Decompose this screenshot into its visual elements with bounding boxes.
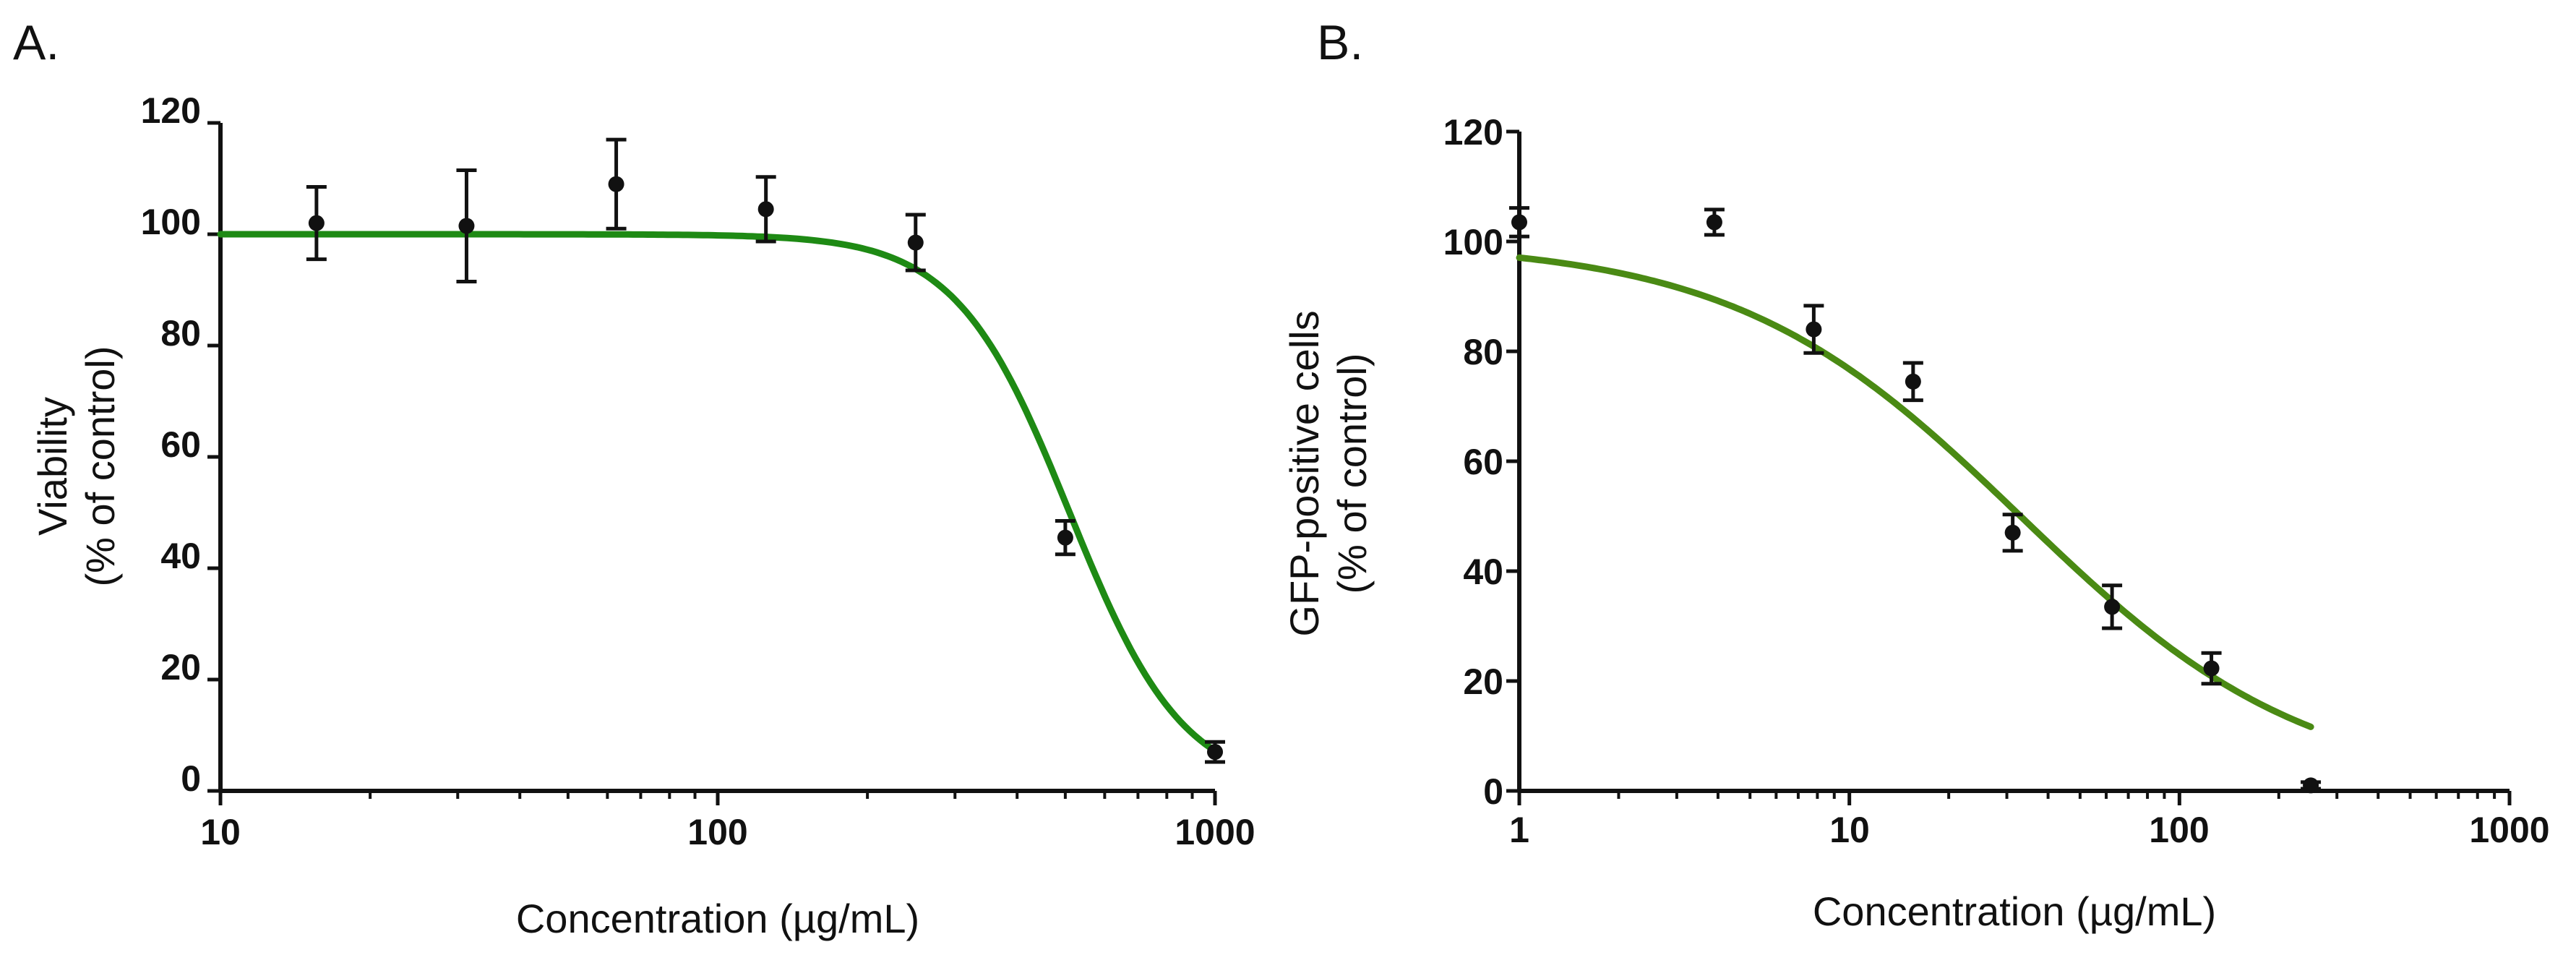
panel-a-y-axis-title-line-1: Viability [30,397,75,536]
panel-a-x-tick-label: 100 [687,812,747,852]
panel-b-data-point [2203,660,2220,677]
panel-a-y-axis-title: Viability (% of control) [30,346,123,587]
panel-b-y-tick-label: 60 [1463,442,1503,482]
panel-b-y-tick-label: 100 [1443,222,1503,262]
panel-b-fit-curve [1516,254,2314,730]
panel-a-data-point [458,218,475,234]
panel-b-letter: B. [1317,15,1363,70]
panel-b-y-tick-label: 80 [1463,332,1503,372]
panel-b-x-tick-label: 1000 [2469,810,2549,850]
panel-a-x-axis-title: Concentration (µg/mL) [516,896,919,941]
panel-a-y-tick-labels: 0 20 40 60 80 100 120 [141,90,201,799]
panel-b-y-tick-label: 40 [1463,552,1503,592]
panel-b-y-tick-labels: 0 20 40 60 80 100 120 [1443,112,1503,812]
panel-b-x-tick-label: 100 [2149,810,2209,850]
panel-a-data-point [1057,529,1073,546]
panel-a-x-tick-label: 1000 [1175,812,1255,852]
panel-a-y-tick-label: 40 [160,536,201,576]
panel-b-data-point [1511,214,1527,231]
panel-b-y-axis-title: GFP-positive cells (% of control) [1281,310,1375,636]
panel-b-data-point [2303,777,2319,794]
panel-b-data-point [1806,321,1822,338]
panel-a-y-tick-label: 0 [181,758,201,799]
panel-a-data-point [1207,744,1223,761]
panel-b-x-tick-label: 1 [1509,810,1529,850]
panel-a-y-tick-label: 60 [160,424,201,465]
panel-b-data-point [1905,373,1921,390]
panel-b-y-tick-label: 120 [1443,112,1503,153]
panel-b-data-point [2104,599,2121,615]
panel-a-x-tick-labels: 10 100 1000 [200,812,1255,852]
panel-b-data-point [2004,524,2021,541]
panel-b-x-axis-title: Concentration (µg/mL) [1813,888,2216,934]
panel-a-data-point [907,234,924,251]
panel-a-data-point [308,215,325,231]
panel-b-x-tick-label: 10 [1829,810,1870,850]
panel-b-y-tick-label: 20 [1463,661,1503,702]
panel-a: A. 0 20 40 60 80 100 120 10 100 1000 Con… [13,15,1255,941]
panel-a-y-tick-label: 80 [160,313,201,354]
panel-a-y-tick-label: 100 [141,202,201,242]
panel-b-y-axis-title-line-2: (% of control) [1329,354,1375,594]
panel-a-y-axis-title-line-2: (% of control) [77,346,123,587]
panel-a-y-tick-label: 120 [141,90,201,131]
panel-a-fit-curve [217,231,1219,755]
panel-b-data-point [1706,214,1722,231]
panel-a-data-point [757,201,774,218]
panel-a-data-point [608,176,624,192]
panel-b-y-axis-title-line-1: GFP-positive cells [1281,310,1327,636]
panel-a-x-tick-label: 10 [200,812,241,852]
panel-b: B. 0 20 40 60 80 100 120 1 10 100 1000 C… [1281,15,2550,934]
panel-b-y-tick-label: 0 [1483,771,1503,812]
panel-b-x-tick-labels: 1 10 100 1000 [1509,810,2550,850]
panel-a-letter: A. [13,15,59,70]
panel-a-y-tick-label: 20 [160,647,201,688]
